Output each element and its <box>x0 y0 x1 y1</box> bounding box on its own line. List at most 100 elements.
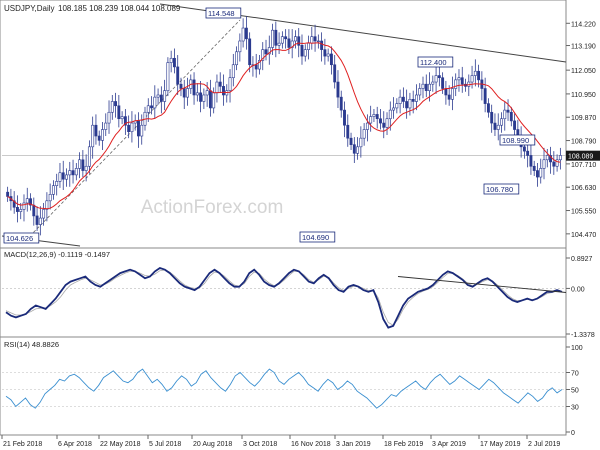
candle-body <box>549 155 552 163</box>
current-price-label: 108.089 <box>568 154 593 161</box>
rsi-tick-label: 0 <box>571 430 575 437</box>
candle-body <box>536 170 539 178</box>
candle-body <box>388 109 392 120</box>
rsi-line <box>5 368 563 409</box>
date-tick-label: 3 Apr 2019 <box>432 441 466 448</box>
candle-body <box>529 155 533 167</box>
candle-body <box>356 146 360 154</box>
price-annotation-label: 104.690 <box>302 233 329 242</box>
candle-body <box>385 118 389 128</box>
candle-body <box>6 191 10 197</box>
candle-body <box>199 92 203 102</box>
candle-body <box>205 90 209 96</box>
price-annotation-label: 106.780 <box>486 185 513 194</box>
price-tick-label: 105.550 <box>571 209 596 216</box>
rsi-panel-frame <box>0 336 567 436</box>
candle-body <box>110 101 114 113</box>
candle-body <box>460 77 464 85</box>
candle-body <box>45 200 49 210</box>
price-tick-label: 108.790 <box>571 139 596 146</box>
candle-body <box>35 215 39 225</box>
candle-body <box>415 94 418 102</box>
candle-body <box>294 36 297 42</box>
candle-body <box>490 111 494 124</box>
candle-body <box>379 118 382 124</box>
candle-body <box>97 135 101 141</box>
candle-body <box>38 217 42 225</box>
candle-body <box>78 159 82 169</box>
candle-body <box>91 124 95 148</box>
candle-body <box>150 105 153 109</box>
candle-body <box>101 129 104 141</box>
moving-average-line <box>7 42 561 210</box>
candle-body <box>428 83 431 91</box>
candle-body <box>127 124 131 132</box>
price-annotation-label: 112.400 <box>420 58 447 67</box>
candle-body <box>310 36 314 44</box>
candle-body <box>55 181 59 186</box>
date-axis: 21 Feb 2018 6 Apr 2018 22 May 2018 5 Jul 20… <box>1 435 560 448</box>
candle-body <box>280 36 284 44</box>
candle-body <box>316 40 320 43</box>
candle-body <box>274 29 278 46</box>
candle-body <box>215 81 219 94</box>
candle-body <box>159 94 163 102</box>
macd-panel-frame <box>0 247 567 338</box>
macd-title: MACD(12,26,9) -0.1119 -0.1497 <box>4 250 110 259</box>
candle-body <box>486 103 490 113</box>
candle-body <box>267 47 271 55</box>
price-annotation-box <box>205 7 242 19</box>
candle-body <box>300 45 304 57</box>
macd-main-line <box>5 267 563 329</box>
candle-body <box>176 66 180 85</box>
candle-body <box>277 42 281 46</box>
candle-body <box>241 27 245 42</box>
candle-body <box>447 94 451 100</box>
rsi-title: RSI(14) 48.8826 <box>4 340 59 349</box>
candle-body <box>235 51 239 66</box>
date-tick-label: 3 Oct 2018 <box>243 441 277 448</box>
date-tick-label: 21 Feb 2018 <box>3 441 42 448</box>
candle-body <box>192 79 196 96</box>
candle-body <box>362 129 366 139</box>
candle-body <box>444 88 448 96</box>
macd-trendline <box>397 276 567 293</box>
price-axis: 114.220 113.190 112.050 110.950 109.870 108.7… <box>566 21 600 239</box>
candle-body <box>61 172 65 180</box>
candle-body <box>375 114 379 120</box>
candle-body <box>25 198 29 204</box>
macd-tick-label: 0.8927 <box>571 256 593 263</box>
candle-body <box>114 101 118 107</box>
candle-body <box>51 185 55 195</box>
candle-body <box>74 168 78 176</box>
candle-body <box>107 111 111 124</box>
candle-body <box>552 161 556 167</box>
candle-body <box>395 103 399 109</box>
price-annotation-box <box>499 134 536 146</box>
price-tick-label: 114.220 <box>571 21 596 28</box>
price-annotation-box <box>417 56 454 68</box>
date-tick-label: 22 May 2018 <box>100 441 141 448</box>
candle-body <box>457 77 461 81</box>
price-tick-label: 109.870 <box>571 115 596 122</box>
candle-body <box>336 81 340 98</box>
rsi-tick-label: 30 <box>571 405 579 412</box>
rsi-tick-label: 50 <box>571 388 579 395</box>
candle-body <box>329 53 333 66</box>
price-annotation-box <box>483 183 520 195</box>
price-tick-label: 104.470 <box>571 232 596 239</box>
candle-body <box>87 146 91 167</box>
candle-body <box>244 27 248 40</box>
candle-body <box>94 124 98 137</box>
candle-body <box>503 109 507 120</box>
candle-body <box>454 79 458 89</box>
candle-body <box>228 77 232 91</box>
candle-body <box>526 150 530 156</box>
candle-body <box>140 124 144 137</box>
rsi-axis: 100 70 50 30 0 <box>566 345 583 437</box>
price-annotation-box <box>299 231 336 243</box>
candle-body <box>208 90 212 109</box>
price-annotations: 114.548 112.400 108.990 106.780 104.626 104.6… <box>3 7 536 244</box>
